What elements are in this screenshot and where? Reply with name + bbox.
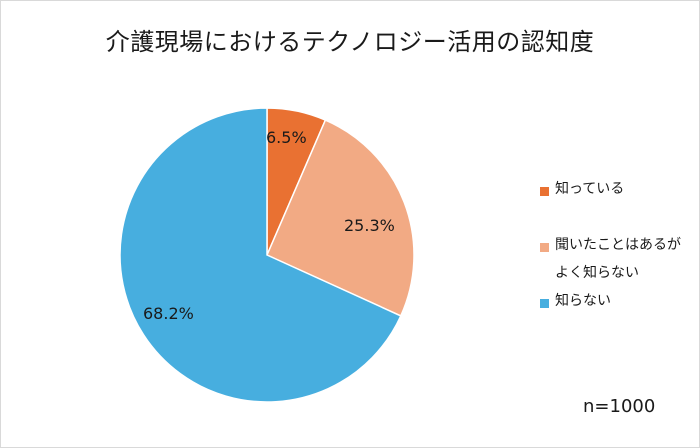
slice-label-heard: 25.3% (344, 216, 395, 235)
legend-label-line2: よく知らない (555, 265, 639, 281)
legend-label: 知らない (555, 293, 611, 309)
legend-label: 知っている (555, 181, 625, 197)
legend-swatch-icon (540, 243, 549, 252)
legend-swatch-icon (540, 299, 549, 308)
sample-size-label: n=1000 (583, 396, 656, 417)
legend-label-line1: 聞いたことはあるが (555, 237, 681, 253)
legend-item-aware: 知っている (540, 181, 624, 203)
slice-label-unaware: 68.2% (143, 304, 194, 323)
legend-label: 聞いたことはあるが よく知らない (555, 231, 681, 287)
pie-slice (266, 119, 415, 317)
slice-label-aware: 6.5% (266, 128, 307, 147)
legend-item-heard: 聞いたことはあるが よく知らない (540, 237, 681, 287)
legend-item-unaware: 知らない (540, 293, 611, 315)
chart-title: 介護現場におけるテクノロジー活用の認知度 (105, 28, 595, 56)
pie-slice (119, 107, 402, 403)
legend-swatch-icon (540, 187, 549, 196)
